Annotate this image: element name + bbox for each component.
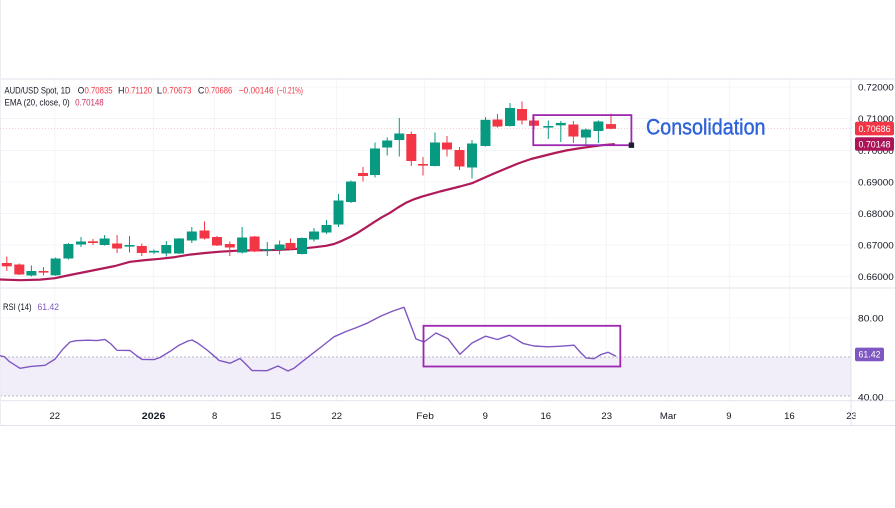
svg-text:Consolidation: Consolidation — [646, 115, 766, 140]
svg-text:EMA (20, close, 0): EMA (20, close, 0) — [5, 98, 70, 109]
svg-text:22: 22 — [332, 411, 343, 422]
svg-text:61.42: 61.42 — [38, 302, 60, 313]
svg-text:0.69000: 0.69000 — [858, 177, 894, 188]
svg-text:AUD/USD Spot, 1D: AUD/USD Spot, 1D — [5, 86, 71, 97]
svg-text:−0.00146: −0.00146 — [239, 86, 274, 97]
svg-text:2026: 2026 — [142, 411, 166, 422]
svg-text:0.70835: 0.70835 — [85, 86, 113, 97]
svg-text:15: 15 — [270, 411, 281, 422]
svg-text:23: 23 — [601, 411, 612, 422]
svg-text:H: H — [118, 86, 125, 97]
svg-text:9: 9 — [726, 411, 731, 422]
svg-text:0.68000: 0.68000 — [858, 209, 894, 220]
svg-text:Feb: Feb — [416, 411, 434, 422]
svg-text:0.70673: 0.70673 — [163, 86, 192, 97]
svg-text:0.70686: 0.70686 — [205, 86, 233, 97]
svg-text:0.67000: 0.67000 — [858, 240, 894, 251]
svg-text:0.70686: 0.70686 — [859, 124, 891, 135]
svg-text:(−0.21%): (−0.21%) — [277, 86, 303, 97]
svg-text:8: 8 — [212, 411, 217, 422]
svg-text:80.00: 80.00 — [858, 313, 884, 324]
svg-text:16: 16 — [784, 411, 795, 422]
svg-text:C: C — [198, 86, 205, 97]
svg-text:L: L — [157, 86, 163, 97]
svg-text:0.66000: 0.66000 — [858, 272, 894, 283]
svg-text:0.72000: 0.72000 — [858, 82, 894, 93]
svg-text:0.70148: 0.70148 — [859, 139, 891, 150]
svg-text:22: 22 — [50, 411, 61, 422]
svg-text:16: 16 — [541, 411, 552, 422]
svg-text:9: 9 — [483, 411, 488, 422]
svg-text:Mar: Mar — [660, 411, 677, 422]
svg-text:40.00: 40.00 — [858, 392, 884, 403]
svg-text:0.70148: 0.70148 — [75, 98, 104, 109]
svg-text:RSI (14): RSI (14) — [3, 302, 32, 313]
svg-text:O: O — [78, 86, 85, 97]
svg-text:0.71120: 0.71120 — [125, 86, 152, 97]
svg-text:23: 23 — [846, 411, 857, 422]
svg-text:61.42: 61.42 — [859, 350, 881, 361]
